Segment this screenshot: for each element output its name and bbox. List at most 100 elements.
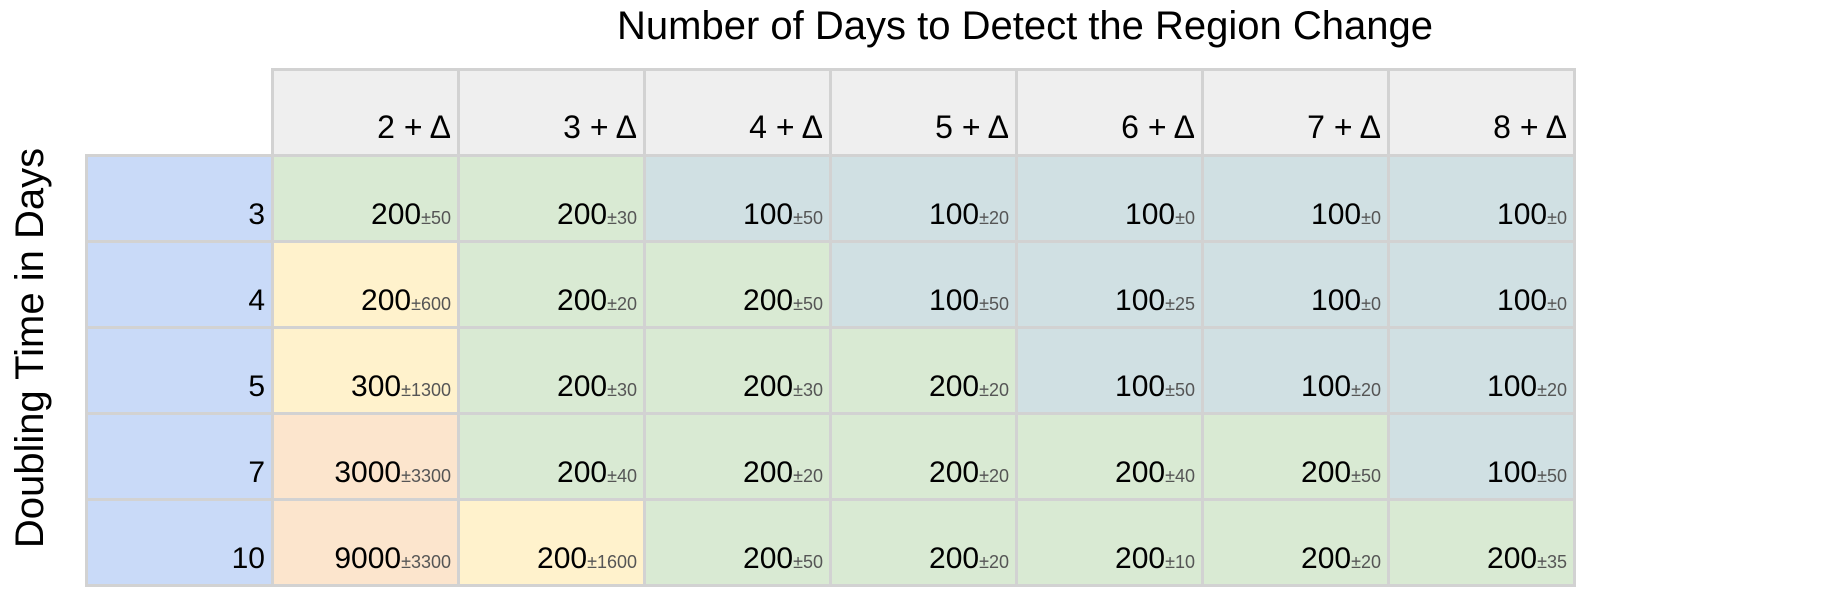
cell-error: ±30 [793,380,823,400]
cell-value: 100 [1115,370,1166,403]
table-cell: 200±20 [829,326,1018,415]
cell-value: 200 [371,198,422,231]
cell-error: ±50 [979,294,1009,314]
table-cell: 100±0 [1201,240,1390,329]
cell-error: ±0 [1547,208,1567,228]
cell-value: 100 [929,284,980,317]
cell-value: 200 [929,370,980,403]
table-cell: 100±25 [1015,240,1204,329]
column-header: 2 + Δ [271,68,460,157]
table-cell: 200±1600 [457,498,646,587]
cell-value: 200 [743,542,794,575]
table-cell: 200±20 [829,412,1018,501]
cell-value: 200 [929,456,980,489]
table-cell: 100±50 [643,154,832,243]
table-cell: 100±20 [829,154,1018,243]
cell-value: 200 [557,284,608,317]
cell-value: 3000 [334,456,402,489]
table-cell: 100±0 [1015,154,1204,243]
cell-value: 100 [929,198,980,231]
table-cell: 9000±3300 [271,498,460,587]
cell-value: 200 [557,456,608,489]
table-cell: 100±50 [1387,412,1576,501]
cell-value: 200 [1115,542,1166,575]
cell-value: 200 [1487,542,1538,575]
table-row: 5 300±1300 200±30 200±30 200±20 100±50 100±20 1… [85,326,1576,415]
cell-error: ±1600 [587,552,637,572]
cell-error: ±20 [979,380,1009,400]
cell-error: ±30 [607,208,637,228]
row-header: 4 [85,240,274,329]
cell-error: ±50 [793,208,823,228]
cell-error: ±1300 [401,380,451,400]
table-row: 10 9000±3300 200±1600 200±50 200±20 200±10 200… [85,498,1576,587]
table-cell: 300±1300 [271,326,460,415]
cell-value: 200 [929,542,980,575]
cell-value: 200 [743,456,794,489]
cell-value: 100 [1311,284,1362,317]
cell-value: 100 [1487,370,1538,403]
cell-value: 100 [743,198,794,231]
y-axis-label: Doubling Time in Days [5,128,55,568]
table-cell: 200±50 [643,498,832,587]
cell-error: ±3300 [401,466,451,486]
cell-error: ±35 [1537,552,1567,572]
row-header: 7 [85,412,274,501]
table-cell: 200±20 [643,412,832,501]
cell-value: 100 [1497,198,1548,231]
table-cell: 100±50 [829,240,1018,329]
table-corner [86,69,273,156]
table-cell: 200±30 [643,326,832,415]
column-header: 5 + Δ [829,68,1018,157]
cell-error: ±50 [421,208,451,228]
table-cell: 200±30 [457,154,646,243]
cell-value: 200 [743,370,794,403]
cell-error: ±0 [1361,208,1381,228]
row-header: 3 [85,154,274,243]
cell-value: 100 [1115,284,1166,317]
table-row: 7 3000±3300 200±40 200±20 200±20 200±40 200±50… [85,412,1576,501]
cell-value: 9000 [334,542,402,575]
cell-error: ±30 [607,380,637,400]
table-cell: 200±40 [457,412,646,501]
table-cell: 100±0 [1201,154,1390,243]
column-header: 6 + Δ [1015,68,1204,157]
table-cell: 200±10 [1015,498,1204,587]
cell-error: ±20 [979,552,1009,572]
cell-value: 200 [557,198,608,231]
cell-error: ±40 [1165,466,1195,486]
table-cell: 200±35 [1387,498,1576,587]
cell-value: 200 [1301,542,1352,575]
cell-error: ±20 [607,294,637,314]
table-cell: 200±600 [271,240,460,329]
cell-value: 200 [1115,456,1166,489]
table-cell: 100±50 [1015,326,1204,415]
table-cell: 200±30 [457,326,646,415]
cell-error: ±50 [1537,466,1567,486]
cell-error: ±20 [979,466,1009,486]
cell-error: ±0 [1361,294,1381,314]
cell-value: 200 [361,284,412,317]
table-row: 3 200±50 200±30 100±50 100±20 100±0 100±0 100±0 [85,154,1576,243]
cell-error: ±20 [1351,552,1381,572]
column-header: 3 + Δ [457,68,646,157]
cell-error: ±20 [979,208,1009,228]
table-cell: 200±50 [271,154,460,243]
table-cell: 200±50 [643,240,832,329]
table-cell: 200±20 [829,498,1018,587]
cell-error: ±10 [1165,552,1195,572]
cell-error: ±50 [793,294,823,314]
table-cell: 200±20 [1201,498,1390,587]
cell-value: 100 [1301,370,1352,403]
table-cell: 100±20 [1201,326,1390,415]
cell-value: 100 [1497,284,1548,317]
row-header: 5 [85,326,274,415]
column-header: 7 + Δ [1201,68,1390,157]
cell-value: 200 [537,542,588,575]
cell-error: ±50 [793,552,823,572]
row-header: 10 [85,498,274,587]
cell-error: ±20 [1537,380,1567,400]
cell-error: ±50 [1351,466,1381,486]
